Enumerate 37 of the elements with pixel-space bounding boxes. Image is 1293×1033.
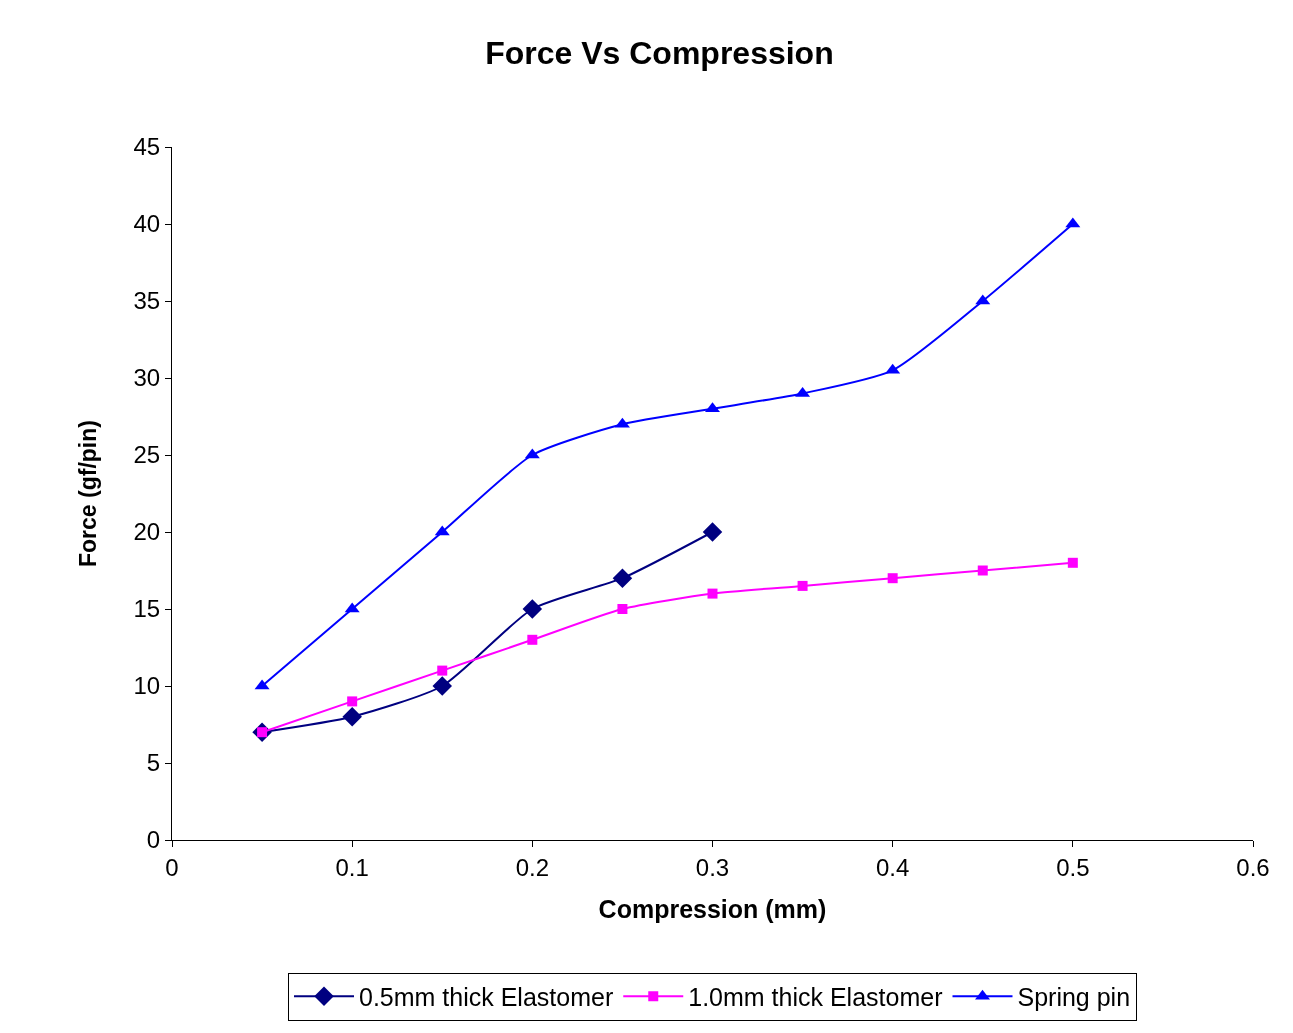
x-tick-label: 0.4: [875, 853, 910, 881]
point: [707, 588, 718, 599]
y-tick-label: 25: [133, 441, 161, 469]
point: [612, 568, 633, 588]
point: [887, 573, 898, 584]
y-tick-label: 30: [133, 364, 161, 392]
y-tick-label: 35: [133, 287, 161, 315]
point: [1067, 557, 1078, 568]
x-tick-label: 0.5: [1056, 853, 1090, 881]
y-tick-label: 20: [133, 518, 161, 546]
y-axis-title: Force (gf/pin): [74, 420, 101, 567]
point: [977, 565, 988, 576]
x-tick-label: 0.1: [335, 853, 369, 881]
point: [437, 665, 448, 676]
y-tick-label: 5: [146, 749, 161, 777]
legend-label: Spring pin: [1017, 983, 1131, 1012]
y-tick-label: 0: [146, 826, 161, 854]
point: [347, 696, 358, 707]
chart-title: Force Vs Compression: [485, 34, 834, 71]
x-tick-label: 0.2: [515, 853, 550, 881]
point: [527, 634, 538, 645]
point: [617, 604, 628, 614]
point: [432, 676, 452, 696]
point: [702, 522, 723, 542]
y-tick-label: 10: [133, 672, 161, 700]
point: [342, 707, 362, 727]
y-tick-label: 40: [133, 210, 161, 238]
legend-label: 1.0mm thick Elastomer: [688, 983, 943, 1012]
y-tick-label: 15: [133, 595, 161, 623]
x-tick-label: 0: [165, 853, 179, 881]
legend-label: 0.5mm thick Elastomer: [359, 983, 614, 1012]
x-tick-label: 0.6: [1236, 853, 1270, 881]
y-tick-label: 45: [133, 133, 161, 161]
point: [522, 599, 543, 619]
x-axis-title: Compression (mm): [598, 894, 827, 923]
x-tick-label: 0.3: [695, 853, 730, 881]
point: [797, 580, 808, 591]
